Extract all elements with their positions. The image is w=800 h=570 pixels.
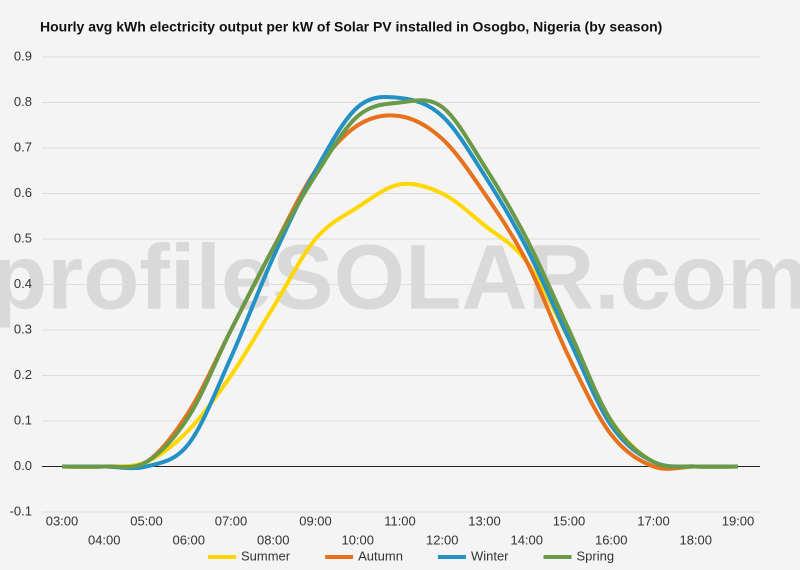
y-tick-label: 0.5 bbox=[14, 230, 32, 245]
x-tick-label: 05:00 bbox=[130, 513, 163, 528]
y-tick-label: 0.1 bbox=[14, 412, 32, 427]
legend-label: Autumn bbox=[358, 548, 403, 563]
x-tick-label: 04:00 bbox=[88, 532, 121, 547]
y-tick-label: 0.2 bbox=[14, 367, 32, 382]
x-tick-label: 17:00 bbox=[637, 513, 670, 528]
x-tick-label: 07:00 bbox=[215, 513, 248, 528]
x-tick-label: 18:00 bbox=[679, 532, 712, 547]
series-line bbox=[62, 94, 739, 471]
y-tick-label: 0.9 bbox=[14, 48, 32, 63]
y-tick-label: -0.1 bbox=[10, 503, 32, 518]
y-tick-label: 0.0 bbox=[14, 458, 32, 473]
x-tick-label: 06:00 bbox=[172, 532, 205, 547]
x-tick-label: 15:00 bbox=[553, 513, 586, 528]
x-tick-label: 08:00 bbox=[257, 532, 290, 547]
x-tick-label: 13:00 bbox=[468, 513, 501, 528]
y-tick-label: 0.7 bbox=[14, 139, 32, 154]
chart-title: Hourly avg kWh electricity output per kW… bbox=[40, 19, 662, 35]
x-tick-label: 14:00 bbox=[510, 532, 543, 547]
x-tick-label: 09:00 bbox=[299, 513, 332, 528]
legend-label: Winter bbox=[471, 548, 509, 563]
x-tick-label: 11:00 bbox=[384, 513, 416, 528]
x-tick-label: 10:00 bbox=[341, 532, 374, 547]
x-tick-label: 19:00 bbox=[722, 513, 755, 528]
y-tick-label: 0.4 bbox=[14, 276, 32, 291]
y-tick-label: 0.6 bbox=[14, 185, 32, 200]
y-tick-label: 0.3 bbox=[14, 321, 32, 336]
y-tick-label: 0.8 bbox=[14, 94, 32, 109]
legend-label: Spring bbox=[577, 548, 615, 563]
legend-label: Summer bbox=[241, 548, 291, 563]
x-tick-label: 12:00 bbox=[426, 532, 459, 547]
series-line bbox=[61, 98, 739, 470]
x-tick-label: 16:00 bbox=[595, 532, 628, 547]
x-tick-label: 03:00 bbox=[46, 513, 79, 528]
series-line bbox=[61, 113, 738, 471]
watermark: profileSOLAR.com bbox=[0, 226, 800, 328]
